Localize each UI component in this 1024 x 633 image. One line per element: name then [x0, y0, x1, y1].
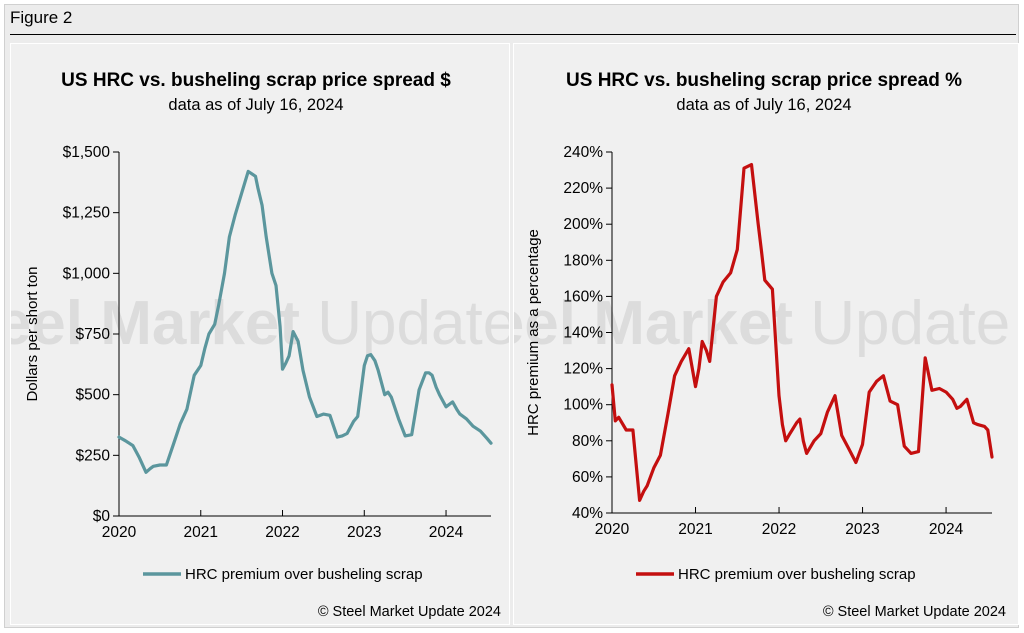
y-tick-label: 40%: [572, 505, 603, 522]
y-tick-label: 240%: [563, 144, 603, 161]
chart-subtitle: data as of July 16, 2024: [676, 96, 851, 114]
y-axis-label: Dollars per short ton: [24, 266, 41, 401]
chart-panel-percent: Steel Market Update US HRC vs. busheling …: [513, 43, 1019, 625]
y-tick-label: $1,250: [63, 205, 111, 222]
x-tick-label: 2020: [102, 524, 137, 541]
x-tick-label: 2020: [595, 521, 630, 538]
series-line: [610, 162, 994, 502]
y-tick-label: 100%: [563, 397, 603, 414]
watermark: Steel Market Update: [11, 289, 509, 358]
x-tick-label: 2021: [678, 521, 712, 538]
x-tick-label: 2023: [347, 524, 381, 541]
credit-text: © Steel Market Update 2024: [318, 604, 501, 620]
watermark: Steel Market Update: [514, 289, 1010, 358]
y-tick-label: $1,500: [63, 144, 111, 161]
chart-title: US HRC vs. busheling scrap price spread …: [566, 70, 962, 91]
legend-label: HRC premium over busheling scrap: [678, 566, 916, 583]
x-tick-label: 2024: [429, 524, 464, 541]
x-tick-label: 2021: [184, 524, 218, 541]
legend-label: HRC premium over busheling scrap: [185, 566, 423, 583]
chart-subtitle: data as of July 16, 2024: [168, 96, 343, 114]
y-axis-label: HRC premium as a percentage: [525, 229, 542, 436]
y-tick-label: 180%: [563, 252, 603, 269]
y-tick-label: $250: [76, 447, 111, 464]
y-tick-label: 220%: [563, 180, 603, 197]
y-tick-label: 140%: [563, 325, 603, 342]
x-tick-label: 2022: [762, 521, 796, 538]
chart-title: US HRC vs. busheling scrap price spread …: [61, 70, 451, 91]
y-tick-label: 80%: [572, 433, 603, 450]
y-tick-label: 200%: [563, 216, 603, 233]
x-tick-label: 2023: [845, 521, 879, 538]
y-tick-label: 160%: [563, 288, 603, 305]
figure-label: Figure 2: [10, 8, 73, 27]
figure-rule: [10, 34, 1016, 35]
y-tick-label: $1,000: [63, 265, 111, 282]
y-tick-label: $0: [93, 508, 111, 525]
y-tick-label: 120%: [563, 361, 603, 378]
x-tick-label: 2024: [929, 521, 964, 538]
y-tick-label: $750: [76, 326, 111, 343]
chart-panel-dollars: Steel Market Update US HRC vs. busheling …: [10, 43, 510, 625]
x-tick-label: 2022: [265, 524, 299, 541]
y-tick-label: 60%: [572, 469, 603, 486]
chart-dollars: Steel Market Update US HRC vs. busheling …: [11, 70, 509, 620]
credit-text: © Steel Market Update 2024: [823, 604, 1006, 620]
y-tick-label: $500: [76, 387, 111, 404]
chart-percent: Steel Market Update US HRC vs. busheling …: [514, 70, 1010, 620]
series-line: [117, 169, 493, 474]
